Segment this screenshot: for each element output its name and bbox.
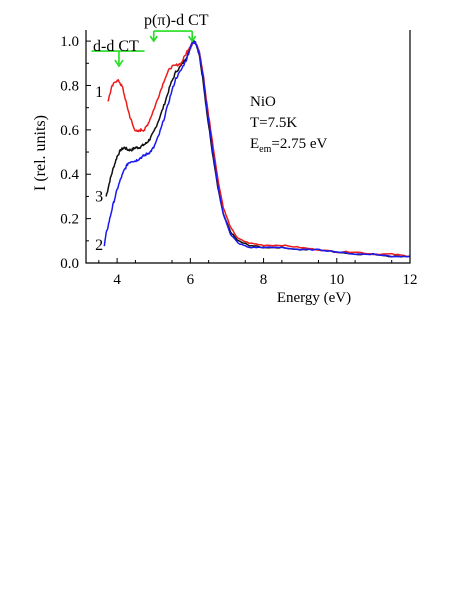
annotation-group: 1 3 2 [91,30,197,254]
x-tick-label: 6 [187,272,195,288]
y-tick-label: 0.4 [60,167,79,183]
pd-arrow-head-2 [188,35,197,43]
info-temperature: T=7.5K [250,115,297,131]
curve-label-1: 1 [95,84,103,101]
plot-frame [85,30,411,264]
series-line-2 [103,40,411,258]
info-em-subscript: em [259,144,271,155]
x-tick-label: 8 [260,272,268,288]
x-axis-label: Energy (eV) [277,290,351,306]
series-group [103,40,411,258]
curve-label-2: 2 [95,237,103,254]
pd-arrow-head-1 [149,35,158,43]
info-em-prefix: E [250,136,259,152]
info-emission-energy: Eem=2.75 eV [250,136,328,155]
info-em-value: =2.75 eV [271,136,327,152]
axes-group [85,30,411,264]
tick-group: 4 6 8 10 120.00.20.40.60.81.0 [60,34,417,288]
dd-arrow-head [114,59,124,68]
p-pi-d-ct-label: p(π)-d CT [144,12,209,29]
x-tick-label: 10 [329,272,344,288]
dd-ct-label: d-d CT [93,38,139,55]
y-tick-label: 0.2 [60,212,79,228]
curve-label-3: 3 [95,188,103,205]
x-tick-label: 4 [113,272,121,288]
y-tick-label: 1.0 [60,34,79,50]
y-tick-label: 0.8 [60,78,79,94]
x-tick-label: 12 [403,272,418,288]
y-tick-label: 0.0 [60,256,79,272]
info-material: NiO [250,94,276,110]
y-tick-label: 0.6 [60,123,79,139]
y-axis-label: I (rel. units) [32,115,49,191]
